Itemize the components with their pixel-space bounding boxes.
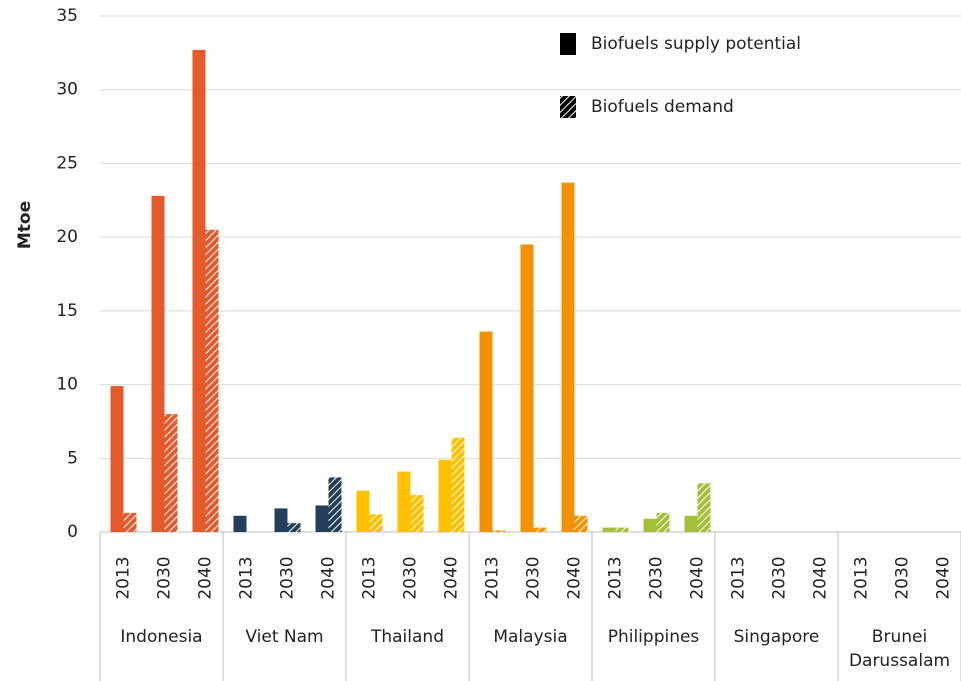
y-tick-label: 25 — [56, 153, 78, 173]
group-label: Singapore — [733, 627, 820, 647]
x-tick-label: 2040 — [934, 556, 954, 599]
group-label: Viet Nam — [245, 627, 324, 647]
x-tick-label: 2030 — [647, 556, 667, 599]
bar — [451, 437, 465, 532]
bar — [356, 490, 370, 532]
y-tick-label: 15 — [56, 301, 78, 321]
bar — [410, 495, 424, 532]
bar — [656, 512, 670, 532]
x-tick-label: 2040 — [811, 556, 831, 599]
x-tick-label: 2013 — [606, 556, 626, 599]
y-tick-label: 5 — [67, 448, 78, 468]
bar — [602, 527, 616, 532]
legend-label: Biofuels supply potential — [591, 34, 801, 54]
x-tick-label: 2013 — [483, 556, 503, 599]
x-tick-label: 2030 — [524, 556, 544, 599]
x-tick-label: 2030 — [770, 556, 790, 599]
bar — [205, 229, 219, 532]
bar — [615, 527, 629, 532]
group-label: Brunei Darussalam — [848, 627, 951, 671]
y-tick-label: 20 — [56, 227, 78, 247]
y-axis-title: Mtoe — [15, 201, 35, 249]
x-tick-label: 2030 — [401, 556, 421, 599]
x-tick-label: 2040 — [319, 556, 339, 599]
bar — [369, 514, 383, 532]
bar — [684, 515, 698, 532]
bar — [479, 331, 493, 532]
x-tick-label: 2030 — [893, 556, 913, 599]
group-label: Philippines — [607, 627, 700, 647]
x-tick-label: 2030 — [278, 556, 298, 599]
x-tick-label: 2040 — [196, 556, 216, 599]
x-tick-label: 2030 — [155, 556, 175, 599]
bar — [274, 508, 288, 532]
legend-swatch — [560, 33, 576, 55]
x-tick-label: 2013 — [237, 556, 257, 599]
x-tick-label: 2040 — [565, 556, 585, 599]
y-tick-label: 10 — [56, 375, 78, 395]
bar — [164, 414, 178, 532]
x-tick-label: 2013 — [114, 556, 134, 599]
bar — [315, 505, 329, 532]
bar — [151, 195, 165, 532]
bar — [233, 515, 247, 532]
group-label: Thailand — [370, 627, 444, 647]
legend-swatch — [560, 96, 576, 118]
y-tick-label: 0 — [67, 522, 78, 542]
x-tick-label: 2013 — [729, 556, 749, 599]
group-label: Indonesia — [120, 627, 203, 647]
bar — [492, 530, 506, 532]
bar — [110, 386, 124, 532]
bar — [574, 515, 588, 532]
legend-label: Biofuels demand — [591, 97, 734, 117]
bar — [533, 527, 547, 532]
bar — [397, 471, 411, 532]
x-tick-label: 2040 — [688, 556, 708, 599]
bar — [438, 459, 452, 532]
bar — [643, 518, 657, 532]
bar — [561, 182, 575, 532]
bar — [328, 477, 342, 532]
x-tick-label: 2013 — [360, 556, 380, 599]
bar — [192, 49, 206, 533]
bar — [287, 523, 301, 532]
group-label: Malaysia — [493, 627, 568, 647]
x-tick-label: 2013 — [852, 556, 872, 599]
bar — [123, 512, 137, 532]
x-tick-label: 2040 — [442, 556, 462, 599]
bar — [520, 244, 534, 532]
y-tick-label: 30 — [56, 80, 78, 100]
y-tick-label: 35 — [56, 6, 78, 26]
bar — [697, 483, 711, 532]
